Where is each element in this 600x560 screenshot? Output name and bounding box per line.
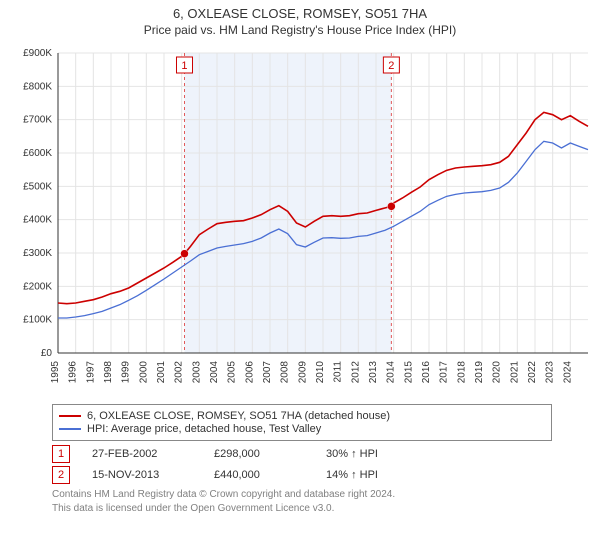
page-subtitle: Price paid vs. HM Land Registry's House … <box>8 23 592 37</box>
svg-text:2013: 2013 <box>368 361 379 384</box>
svg-text:£300K: £300K <box>23 248 52 259</box>
svg-text:2023: 2023 <box>545 361 556 384</box>
svg-text:1996: 1996 <box>68 361 79 384</box>
svg-text:2015: 2015 <box>403 361 414 384</box>
legend-color-swatch <box>59 415 81 417</box>
legend-color-swatch <box>59 428 81 430</box>
svg-text:2014: 2014 <box>386 361 397 384</box>
svg-text:2024: 2024 <box>562 361 573 384</box>
legend: 6, OXLEASE CLOSE, ROMSEY, SO51 7HA (deta… <box>52 404 552 441</box>
svg-text:2009: 2009 <box>297 361 308 384</box>
event-pct: 14% ↑ HPI <box>326 469 416 481</box>
events-table: 1 27-FEB-2002 £298,000 30% ↑ HPI 2 15-NO… <box>52 445 588 484</box>
svg-text:2010: 2010 <box>315 361 326 384</box>
event-date: 27-FEB-2002 <box>92 448 192 460</box>
legend-row: 6, OXLEASE CLOSE, ROMSEY, SO51 7HA (deta… <box>59 410 545 422</box>
svg-text:1999: 1999 <box>121 361 132 384</box>
svg-text:2007: 2007 <box>262 361 273 384</box>
event-pct: 30% ↑ HPI <box>326 448 416 460</box>
svg-text:£100K: £100K <box>23 315 52 326</box>
chart-svg: £0 £100K £200K £300K £400K £500K £600K £700K £80… <box>8 43 592 398</box>
svg-text:2000: 2000 <box>138 361 149 384</box>
svg-text:2019: 2019 <box>474 361 485 384</box>
svg-text:1997: 1997 <box>85 361 96 384</box>
svg-text:2020: 2020 <box>492 361 503 384</box>
event-date: 15-NOV-2013 <box>92 469 192 481</box>
svg-text:2002: 2002 <box>174 361 185 384</box>
event-price: £298,000 <box>214 448 304 460</box>
svg-text:£200K: £200K <box>23 281 52 292</box>
footer: Contains HM Land Registry data © Crown c… <box>52 488 588 515</box>
svg-text:2008: 2008 <box>280 361 291 384</box>
svg-text:1998: 1998 <box>103 361 114 384</box>
footer-line: This data is licensed under the Open Gov… <box>52 502 588 516</box>
event-price: £440,000 <box>214 469 304 481</box>
svg-text:£900K: £900K <box>23 48 52 59</box>
svg-text:2006: 2006 <box>244 361 255 384</box>
svg-text:2012: 2012 <box>350 361 361 384</box>
event-row: 2 15-NOV-2013 £440,000 14% ↑ HPI <box>52 466 588 484</box>
svg-text:£600K: £600K <box>23 148 52 159</box>
footer-line: Contains HM Land Registry data © Crown c… <box>52 488 588 502</box>
legend-label: HPI: Average price, detached house, Test… <box>87 423 321 435</box>
svg-text:2005: 2005 <box>227 361 238 384</box>
svg-text:2011: 2011 <box>333 361 344 383</box>
price-chart: £0 £100K £200K £300K £400K £500K £600K £700K £80… <box>8 43 592 398</box>
svg-text:£700K: £700K <box>23 115 52 126</box>
svg-text:2: 2 <box>388 60 394 72</box>
svg-text:£400K: £400K <box>23 215 52 226</box>
svg-text:1: 1 <box>181 60 187 72</box>
svg-text:2016: 2016 <box>421 361 432 384</box>
svg-text:£800K: £800K <box>23 81 52 92</box>
legend-row: HPI: Average price, detached house, Test… <box>59 423 545 435</box>
event-badge: 2 <box>52 466 70 484</box>
svg-text:2022: 2022 <box>527 361 538 384</box>
legend-label: 6, OXLEASE CLOSE, ROMSEY, SO51 7HA (deta… <box>87 410 390 422</box>
page-title: 6, OXLEASE CLOSE, ROMSEY, SO51 7HA <box>8 6 592 21</box>
svg-text:1995: 1995 <box>50 361 61 384</box>
svg-text:2001: 2001 <box>156 361 167 384</box>
event-badge: 1 <box>52 445 70 463</box>
svg-text:2018: 2018 <box>456 361 467 384</box>
svg-text:2003: 2003 <box>191 361 202 384</box>
svg-text:£500K: £500K <box>23 181 52 192</box>
svg-text:2004: 2004 <box>209 361 220 384</box>
svg-text:£0: £0 <box>41 348 53 359</box>
svg-text:2017: 2017 <box>439 361 450 384</box>
event-row: 1 27-FEB-2002 £298,000 30% ↑ HPI <box>52 445 588 463</box>
svg-text:2021: 2021 <box>509 361 520 384</box>
